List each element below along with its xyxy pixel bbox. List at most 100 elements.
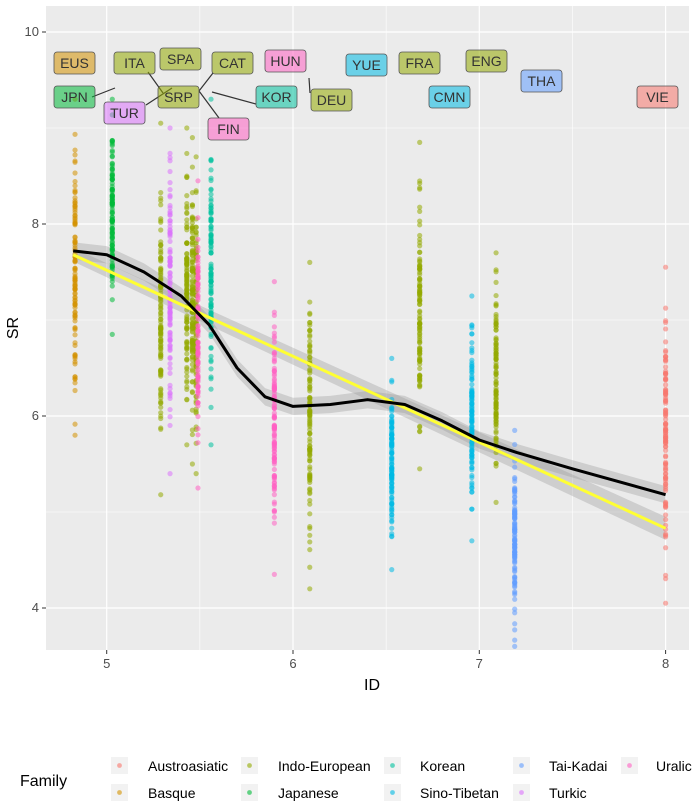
data-point [271, 507, 277, 514]
data-point [208, 290, 214, 296]
data-point [271, 279, 277, 285]
data-point [389, 480, 395, 486]
data-point [307, 450, 313, 457]
data-point [512, 523, 518, 529]
data-point [417, 204, 423, 210]
data-point [389, 408, 395, 414]
label-text: YUE [352, 57, 381, 73]
data-point [158, 190, 164, 196]
data-point [663, 398, 669, 405]
data-point [493, 375, 499, 381]
data-point [271, 484, 277, 490]
data-point [417, 466, 423, 472]
label-text: HUN [270, 53, 300, 69]
data-point [663, 500, 669, 506]
data-point [389, 525, 395, 531]
data-point [469, 419, 475, 425]
data-point [307, 394, 313, 401]
data-point [184, 356, 190, 362]
legend-item-turkic: Turkic [513, 784, 587, 801]
data-point [663, 483, 669, 489]
data-point [184, 442, 190, 448]
data-point [167, 390, 173, 396]
data-point [512, 591, 518, 598]
data-point [469, 484, 475, 491]
data-point [158, 370, 164, 376]
data-point [389, 501, 395, 508]
data-point [389, 567, 395, 573]
legend-item-uralic: Uralic [621, 757, 692, 774]
data-point [72, 332, 78, 338]
data-point [417, 335, 423, 342]
x-tick-label: 8 [662, 656, 669, 671]
data-point [208, 296, 214, 302]
data-point [184, 256, 190, 262]
data-point [167, 414, 173, 420]
data-point [271, 571, 277, 578]
data-point [167, 370, 173, 376]
data-point [72, 147, 78, 153]
data-point [109, 172, 115, 178]
legend-point-icon [519, 790, 524, 795]
data-point [167, 259, 173, 265]
y-tick-label: 10 [25, 24, 39, 39]
data-point [167, 180, 173, 186]
data-point [512, 610, 518, 616]
data-point [72, 239, 78, 245]
data-point [493, 379, 499, 385]
data-point [389, 355, 395, 361]
data-point [307, 501, 313, 507]
legend-label: Uralic [656, 758, 692, 774]
data-point [469, 506, 475, 512]
data-point [72, 309, 78, 315]
y-axis-title: SR [5, 317, 22, 339]
data-point [389, 455, 395, 462]
label-text: EUS [60, 55, 89, 71]
data-point [72, 380, 78, 386]
data-point [271, 413, 277, 419]
language-label-srp: SRP [157, 85, 200, 109]
legend-point-icon [117, 763, 122, 768]
data-point [158, 353, 164, 359]
data-point [493, 396, 499, 402]
data-point [158, 492, 164, 498]
data-point [208, 278, 214, 284]
label-box [53, 85, 96, 109]
data-point [109, 264, 115, 270]
label-segments [91, 71, 311, 119]
data-point [469, 409, 475, 415]
label-box [264, 49, 307, 73]
data-point [512, 464, 518, 470]
data-point [663, 447, 669, 453]
data-point [72, 242, 78, 249]
data-point [109, 243, 115, 249]
data-point [493, 439, 499, 445]
legend-label: Japanese [278, 785, 339, 801]
legend-item-tai-kadai: Tai-Kadai [513, 757, 607, 774]
data-point [109, 273, 115, 280]
data-point [167, 330, 173, 336]
data-point [307, 332, 313, 338]
data-point [195, 339, 201, 346]
label-box [398, 51, 441, 75]
data-point [72, 294, 78, 301]
data-point [167, 154, 173, 161]
data-point [512, 427, 518, 433]
data-point [417, 243, 423, 249]
legend-item-japanese: Japanese [241, 784, 339, 801]
data-point [307, 439, 313, 445]
data-point [469, 489, 475, 495]
label-text: FIN [217, 121, 240, 137]
data-point [189, 389, 195, 395]
language-label-tur: TUR [103, 101, 146, 125]
data-point [512, 606, 518, 612]
data-point [493, 303, 499, 309]
data-point [469, 331, 475, 337]
data-point [493, 279, 499, 285]
legend: Austroasiatic Basque Indo-European Japanese… [111, 757, 692, 801]
data-point [195, 275, 201, 282]
data-point [208, 157, 214, 163]
legend-label: Sino-Tibetan [420, 785, 499, 801]
data-point [417, 331, 423, 337]
data-point [208, 442, 214, 448]
